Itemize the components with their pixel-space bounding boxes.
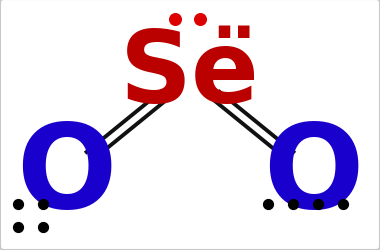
Point — [315, 202, 321, 206]
Point — [15, 225, 21, 229]
Point — [172, 18, 178, 22]
Text: O: O — [16, 118, 117, 232]
Point — [40, 225, 46, 229]
Point — [340, 202, 346, 206]
Point — [290, 202, 296, 206]
Point — [40, 202, 46, 206]
Point — [197, 18, 203, 22]
Text: O: O — [263, 118, 364, 232]
Point — [15, 202, 21, 206]
Text: Së: Së — [120, 27, 260, 123]
Point — [265, 202, 271, 206]
